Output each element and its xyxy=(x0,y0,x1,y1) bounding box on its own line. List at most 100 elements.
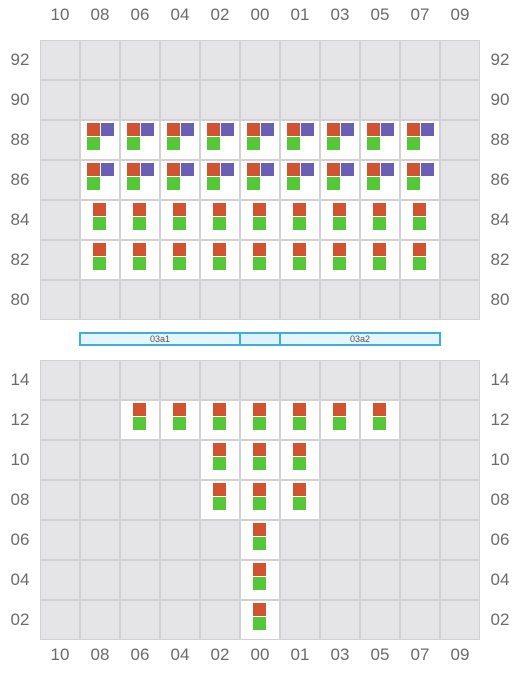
grid-cell xyxy=(440,200,480,240)
bottom-row-label-right: 08 xyxy=(490,490,510,509)
green-marker xyxy=(167,177,180,190)
green-marker xyxy=(173,417,186,430)
seat-cell[interactable] xyxy=(120,120,160,160)
grid-cell xyxy=(320,480,360,520)
red-marker xyxy=(293,443,306,456)
gate-03a2[interactable]: 03a2 xyxy=(279,332,441,346)
seat-cell[interactable] xyxy=(360,120,400,160)
grid-cell xyxy=(440,480,480,520)
grid-cell xyxy=(120,40,160,80)
red-marker xyxy=(93,203,106,216)
red-marker xyxy=(407,123,420,136)
seat-cell[interactable] xyxy=(120,160,160,200)
bottom-row-label-right: 10 xyxy=(490,450,510,469)
top-row-label-left: 90 xyxy=(10,90,30,109)
red-marker xyxy=(407,163,420,176)
grid-cell xyxy=(440,400,480,440)
grid-cell xyxy=(200,280,240,320)
red-marker xyxy=(87,163,100,176)
seat-cell[interactable] xyxy=(80,160,120,200)
green-marker xyxy=(367,137,380,150)
grid-cell xyxy=(320,520,360,560)
bottom-row-label-right: 12 xyxy=(490,410,510,429)
seat-cell[interactable] xyxy=(160,120,200,160)
red-marker xyxy=(253,443,266,456)
grid-cell xyxy=(440,440,480,480)
green-marker xyxy=(253,417,266,430)
grid-cell xyxy=(320,40,360,80)
seat-cell[interactable] xyxy=(200,160,240,200)
green-marker xyxy=(133,217,146,230)
red-marker xyxy=(413,203,426,216)
purple-marker xyxy=(181,123,194,136)
seat-cell[interactable] xyxy=(400,160,440,200)
green-marker xyxy=(167,137,180,150)
bottom-row-label-left: 02 xyxy=(10,610,30,629)
red-marker xyxy=(253,243,266,256)
grid-cell xyxy=(400,600,440,640)
gate-03a1[interactable]: 03a1 xyxy=(79,332,241,346)
red-marker xyxy=(127,163,140,176)
seat-cell[interactable] xyxy=(280,120,320,160)
seat-cell[interactable] xyxy=(360,160,400,200)
red-marker xyxy=(373,403,386,416)
green-marker xyxy=(133,257,146,270)
grid-cell xyxy=(40,440,80,480)
red-marker xyxy=(247,123,260,136)
grid-cell xyxy=(120,440,160,480)
grid-cell xyxy=(120,600,160,640)
green-marker xyxy=(407,137,420,150)
seat-cell[interactable] xyxy=(240,160,280,200)
green-marker xyxy=(373,217,386,230)
grid-cell xyxy=(40,240,80,280)
grid-cell xyxy=(80,480,120,520)
purple-marker xyxy=(341,163,354,176)
grid-cell xyxy=(360,480,400,520)
grid-cell xyxy=(80,400,120,440)
seat-cell[interactable] xyxy=(320,160,360,200)
column-label-top: 06 xyxy=(130,5,150,24)
grid-cell xyxy=(400,480,440,520)
column-label-bottom: 04 xyxy=(170,645,190,664)
seat-cell[interactable] xyxy=(280,160,320,200)
grid-cell xyxy=(320,600,360,640)
seat-cell[interactable] xyxy=(200,120,240,160)
seat-cell[interactable] xyxy=(400,120,440,160)
grid-cell xyxy=(400,360,440,400)
column-label-bottom: 09 xyxy=(450,645,470,664)
grid-cell xyxy=(400,400,440,440)
red-marker xyxy=(253,403,266,416)
seat-cell[interactable] xyxy=(80,120,120,160)
seat-cell[interactable] xyxy=(240,120,280,160)
seat-cell[interactable] xyxy=(160,160,200,200)
seat-cell[interactable] xyxy=(280,240,320,280)
green-marker xyxy=(93,217,106,230)
column-label-bottom: 02 xyxy=(210,645,230,664)
green-marker xyxy=(367,177,380,190)
bottom-row-label-left: 14 xyxy=(10,370,30,389)
top-row-label-left: 88 xyxy=(10,130,30,149)
grid-cell xyxy=(160,480,200,520)
green-marker xyxy=(333,217,346,230)
grid-cell xyxy=(360,600,400,640)
grid-cell xyxy=(400,520,440,560)
purple-marker xyxy=(181,163,194,176)
green-marker xyxy=(213,457,226,470)
grid-cell xyxy=(80,280,120,320)
grid-cell xyxy=(240,40,280,80)
grid-cell xyxy=(240,360,280,400)
seat-cell[interactable] xyxy=(320,120,360,160)
grid-cell xyxy=(440,360,480,400)
grid-cell xyxy=(120,480,160,520)
grid-cell xyxy=(400,440,440,480)
grid-cell xyxy=(400,560,440,600)
top-row-label-left: 86 xyxy=(10,170,30,189)
grid-cell xyxy=(40,560,80,600)
green-marker xyxy=(293,497,306,510)
green-marker xyxy=(293,217,306,230)
grid-cell xyxy=(360,440,400,480)
red-marker xyxy=(293,243,306,256)
purple-marker xyxy=(261,163,274,176)
grid-cell xyxy=(360,520,400,560)
red-marker xyxy=(213,203,226,216)
